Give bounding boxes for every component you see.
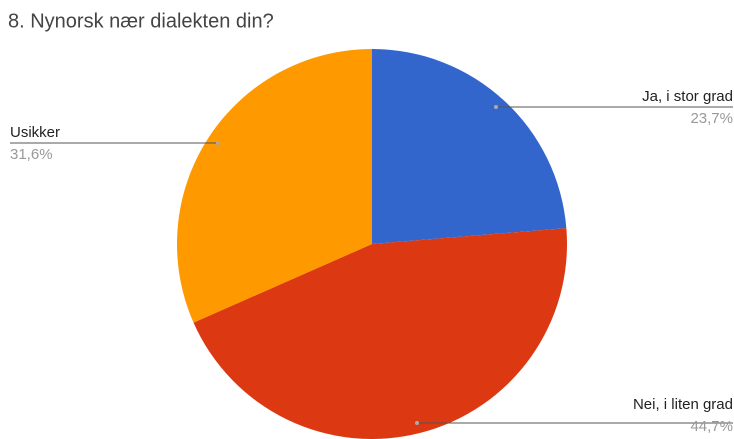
slice-value-label: 44,7% — [690, 418, 733, 435]
leader-dot — [415, 421, 419, 425]
pie-slice — [372, 49, 567, 244]
pie-slice — [193, 228, 567, 439]
leader-dot — [494, 105, 498, 109]
slice-value-label: 31,6% — [10, 146, 53, 163]
chart-title: 8. Nynorsk nær dialekten din? — [8, 10, 274, 32]
slice-value-label: 23,7% — [690, 110, 733, 127]
slice-label: Nei, i liten grad — [633, 396, 733, 413]
leader-dot — [216, 141, 220, 145]
slice-label: Usikker — [10, 124, 60, 141]
slice-label: Ja, i stor grad — [642, 88, 733, 105]
pie-slice — [177, 49, 372, 323]
